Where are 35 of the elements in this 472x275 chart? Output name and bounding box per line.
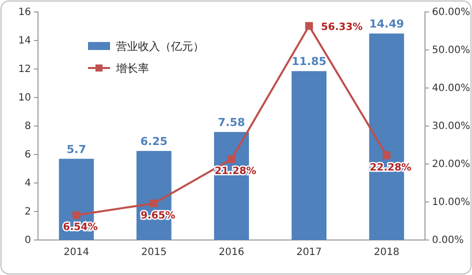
point <box>228 155 236 164</box>
y-tick-label: 0 <box>24 235 31 246</box>
y-tick-label: 10 <box>18 92 31 104</box>
data-label: 5.7 <box>66 142 86 156</box>
y-tick-label: 8 <box>24 121 31 132</box>
y-tick-label: 4 <box>24 178 31 190</box>
y2-tick-label: 20.00% <box>432 159 470 170</box>
point <box>305 22 313 30</box>
bar <box>292 71 327 240</box>
x-tick-label: 2018 <box>374 247 400 258</box>
y-tick-label: 2 <box>24 206 31 218</box>
y2-tick-label: 60.00% <box>432 7 470 18</box>
y-tick-label: 6 <box>24 150 31 161</box>
y2-tick-label: 50.00% <box>432 45 470 56</box>
legend-label: 增长率 <box>115 62 149 75</box>
data-label: 56.33% <box>321 22 363 33</box>
y2-tick-label: 30.00% <box>432 121 470 132</box>
y-tick-label: 16 <box>18 7 31 18</box>
y2-tick-label: 40.00% <box>432 83 470 94</box>
x-tick-label: 2017 <box>296 247 322 258</box>
x-tick-label: 2016 <box>218 247 244 258</box>
data-label: 14.49 <box>369 18 404 31</box>
y2-tick-label: 0.00% <box>432 235 464 246</box>
y-tick-label: 14 <box>18 36 31 47</box>
x-tick-label: 2015 <box>141 247 167 258</box>
data-label: 6.25 <box>140 134 168 148</box>
x-tick-label: 2014 <box>64 247 90 258</box>
data-label: 7.58 <box>218 116 246 129</box>
legend-label: 营业收入（亿元） <box>116 40 204 53</box>
y-tick-label: 12 <box>18 64 31 76</box>
data-label: 11.85 <box>292 55 326 68</box>
point <box>382 151 390 160</box>
point <box>72 211 80 220</box>
y2-tick-label: 10.00% <box>432 197 470 208</box>
point <box>150 199 158 208</box>
